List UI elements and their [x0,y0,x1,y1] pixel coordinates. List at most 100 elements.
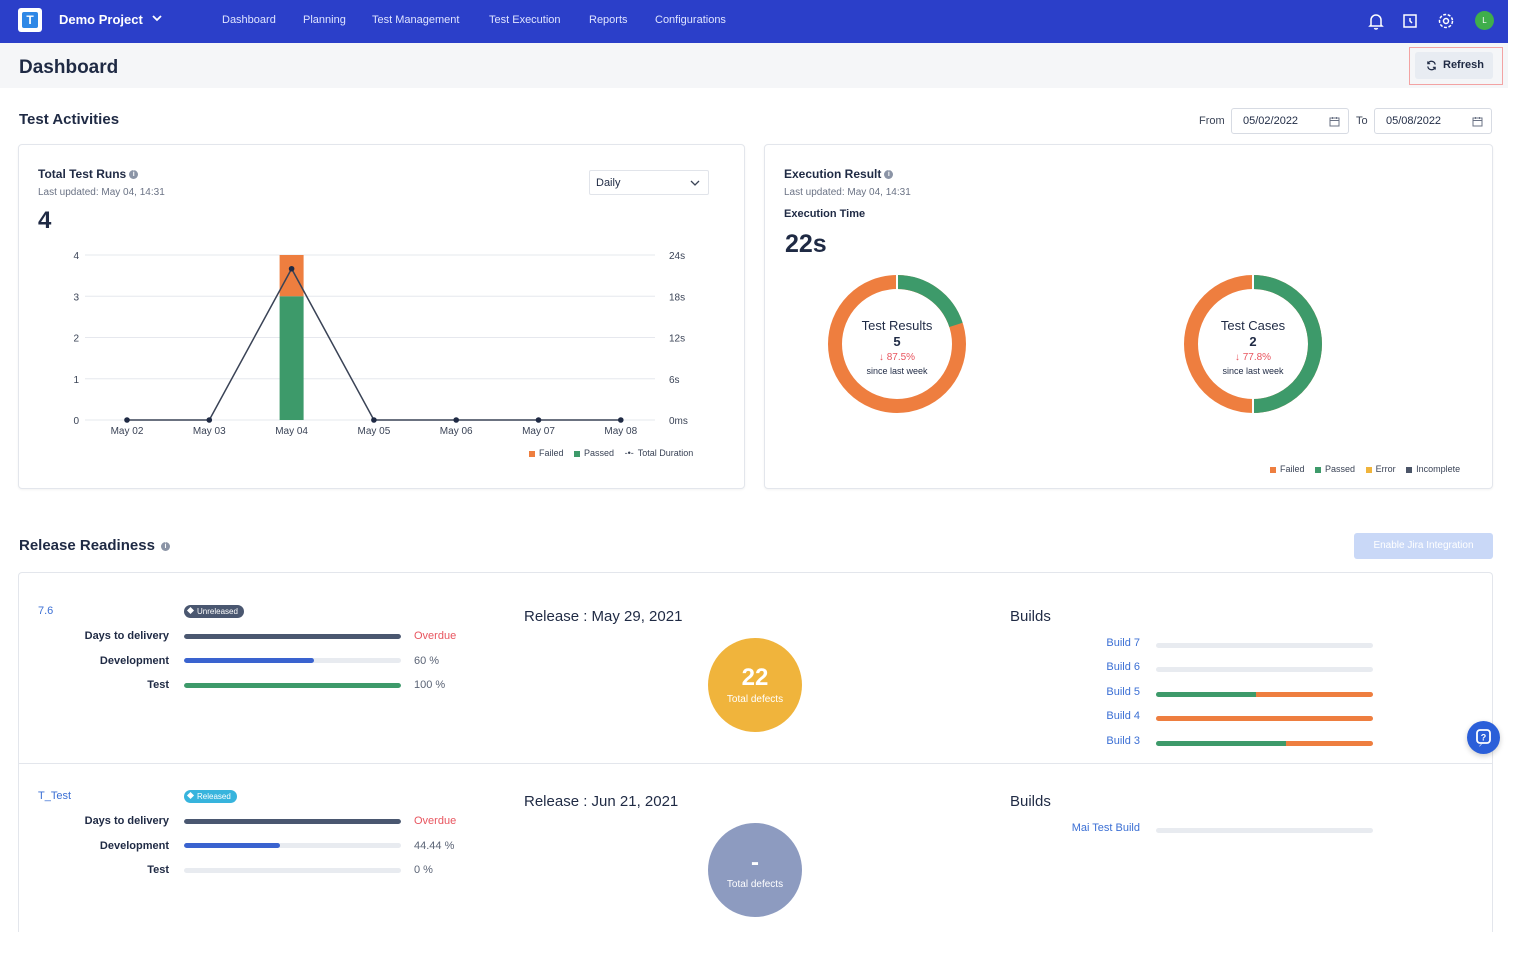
nav-dashboard[interactable]: Dashboard [222,14,276,26]
build-link[interactable]: Build 3 [1106,735,1140,747]
x-tick-label: May 05 [358,426,391,437]
days-to-delivery-value: Overdue [414,815,457,827]
bell-icon[interactable] [1365,10,1387,32]
x-tick-label: May 02 [111,426,144,437]
test-results-change: ↓ 87.5% [878,352,916,363]
chat-help-icon: ? [1476,729,1491,747]
x-tick-label: May 08 [604,426,637,437]
execution-updated: Last updated: May 04, 14:31 [784,187,911,198]
unreleased-badge-label: Unreleased [197,607,238,616]
to-date-value: 05/08/2022 [1386,115,1442,127]
legend-swatch-failed [529,450,535,457]
refresh-button[interactable]: Refresh [1415,52,1493,79]
total-defects-count: - [751,849,759,876]
x-tick-label: May 06 [440,426,473,437]
build-link[interactable]: Build 4 [1106,710,1140,722]
build-link[interactable]: Build 7 [1106,637,1140,649]
help-chat-button[interactable]: ? [1467,721,1500,754]
chevron-down-icon[interactable] [151,12,163,24]
from-date-value: 05/02/2022 [1243,115,1299,127]
duration-line [127,267,621,421]
app-logo[interactable]: T [18,8,42,32]
legend-line-marker-icon: -•- [624,448,634,458]
page-title: Dashboard [19,57,119,78]
info-icon[interactable]: i [129,170,139,180]
refresh-icon [1427,60,1436,71]
test-results-title: Test Results [861,318,933,333]
days-to-delivery-label: Days to delivery [84,630,169,642]
days-to-delivery-label: Days to delivery [84,815,169,827]
builds-title: Builds [1010,793,1051,810]
legend-swatch-passed [574,450,581,457]
y-tick-label: 2 [73,334,79,345]
test-bar-fill [184,683,401,688]
info-icon[interactable]: i [884,170,894,180]
release-name-link[interactable]: T_Test [38,790,72,802]
build-failed-segment [1255,692,1373,697]
page-header: Dashboard Refresh [0,43,1508,88]
days-to-delivery-value: Overdue [414,630,457,642]
release-divider [19,763,1492,764]
y2-tick-label: 18s [669,292,685,303]
total-test-runs-chart: 0 0ms 1 6s 2 12s 3 18s 4 24s May 02 May 03 May 04 May… [73,251,688,437]
period-select[interactable]: Daily [589,170,709,195]
total-defects-count: 22 [741,664,769,691]
chevron-down-icon [690,180,700,186]
duration-point [124,417,130,423]
to-label: To [1356,115,1368,127]
nav-planning[interactable]: Planning [303,14,346,26]
build-link[interactable]: Build 5 [1106,686,1140,698]
y-tick-label: 1 [73,375,79,386]
legend-passed: Passed [584,448,615,458]
build-progress-bar [1156,643,1373,648]
test-bar [184,868,401,873]
project-selector[interactable]: Demo Project [59,12,143,27]
build-failed-segment [1156,716,1373,721]
enable-jira-integration-button[interactable]: Enable Jira Integration [1354,533,1493,559]
period-select-value: Daily [596,177,621,189]
release-name-link[interactable]: 7.6 [38,605,54,617]
from-date-input[interactable]: 05/02/2022 [1231,108,1349,134]
total-test-runs-title: Total Test Runs i [38,167,139,181]
build-link[interactable]: Mai Test Build [1071,822,1140,834]
test-cases-title: Test Cases [1220,318,1286,333]
development-label: Development [99,840,169,852]
user-avatar[interactable]: L [1475,11,1494,30]
bar-passed [279,296,304,420]
total-test-runs-card [18,144,745,489]
calendar-icon[interactable] [1472,116,1483,127]
total-defects-label: Total defects [726,879,784,890]
days-to-delivery-bar [184,819,401,824]
bar-failed [279,255,304,297]
legend-failed: Failed [1280,464,1305,474]
x-tick-label: May 04 [275,426,308,437]
test-value: 0 % [414,864,433,876]
info-icon[interactable]: i [160,541,170,551]
build-progress-bar [1156,667,1373,672]
to-date-input[interactable]: 05/08/2022 [1374,108,1492,134]
history-icon[interactable] [1399,10,1421,32]
nav-test-execution[interactable]: Test Execution [489,14,561,26]
test-value: 100 % [414,679,446,691]
total-runs-count: 4 [38,207,52,234]
total-defects-circle: - Total defects [708,823,802,917]
calendar-icon[interactable] [1329,116,1340,127]
nav-configurations[interactable]: Configurations [655,14,726,26]
y2-tick-label: 0ms [669,416,688,427]
duration-point [453,417,460,423]
execution-result-card [764,144,1493,489]
test-cases-since: since last week [1222,366,1284,376]
total-defects-circle: 22 Total defects [708,638,802,732]
days-to-delivery-bar-fill [184,634,401,639]
nav-test-management[interactable]: Test Management [372,14,460,26]
release-readiness-title: Release Readiness i [19,537,170,554]
test-results-since: since last week [866,366,928,376]
development-bar-fill [184,658,315,663]
gear-icon[interactable] [1435,10,1457,32]
duration-point [371,417,377,423]
build-link[interactable]: Build 6 [1106,661,1140,673]
y-tick-label: 0 [73,416,79,427]
nav-reports[interactable]: Reports [589,14,628,26]
execution-time-label: Execution Time [784,208,866,220]
test-cases-donut-chart [1184,274,1322,414]
